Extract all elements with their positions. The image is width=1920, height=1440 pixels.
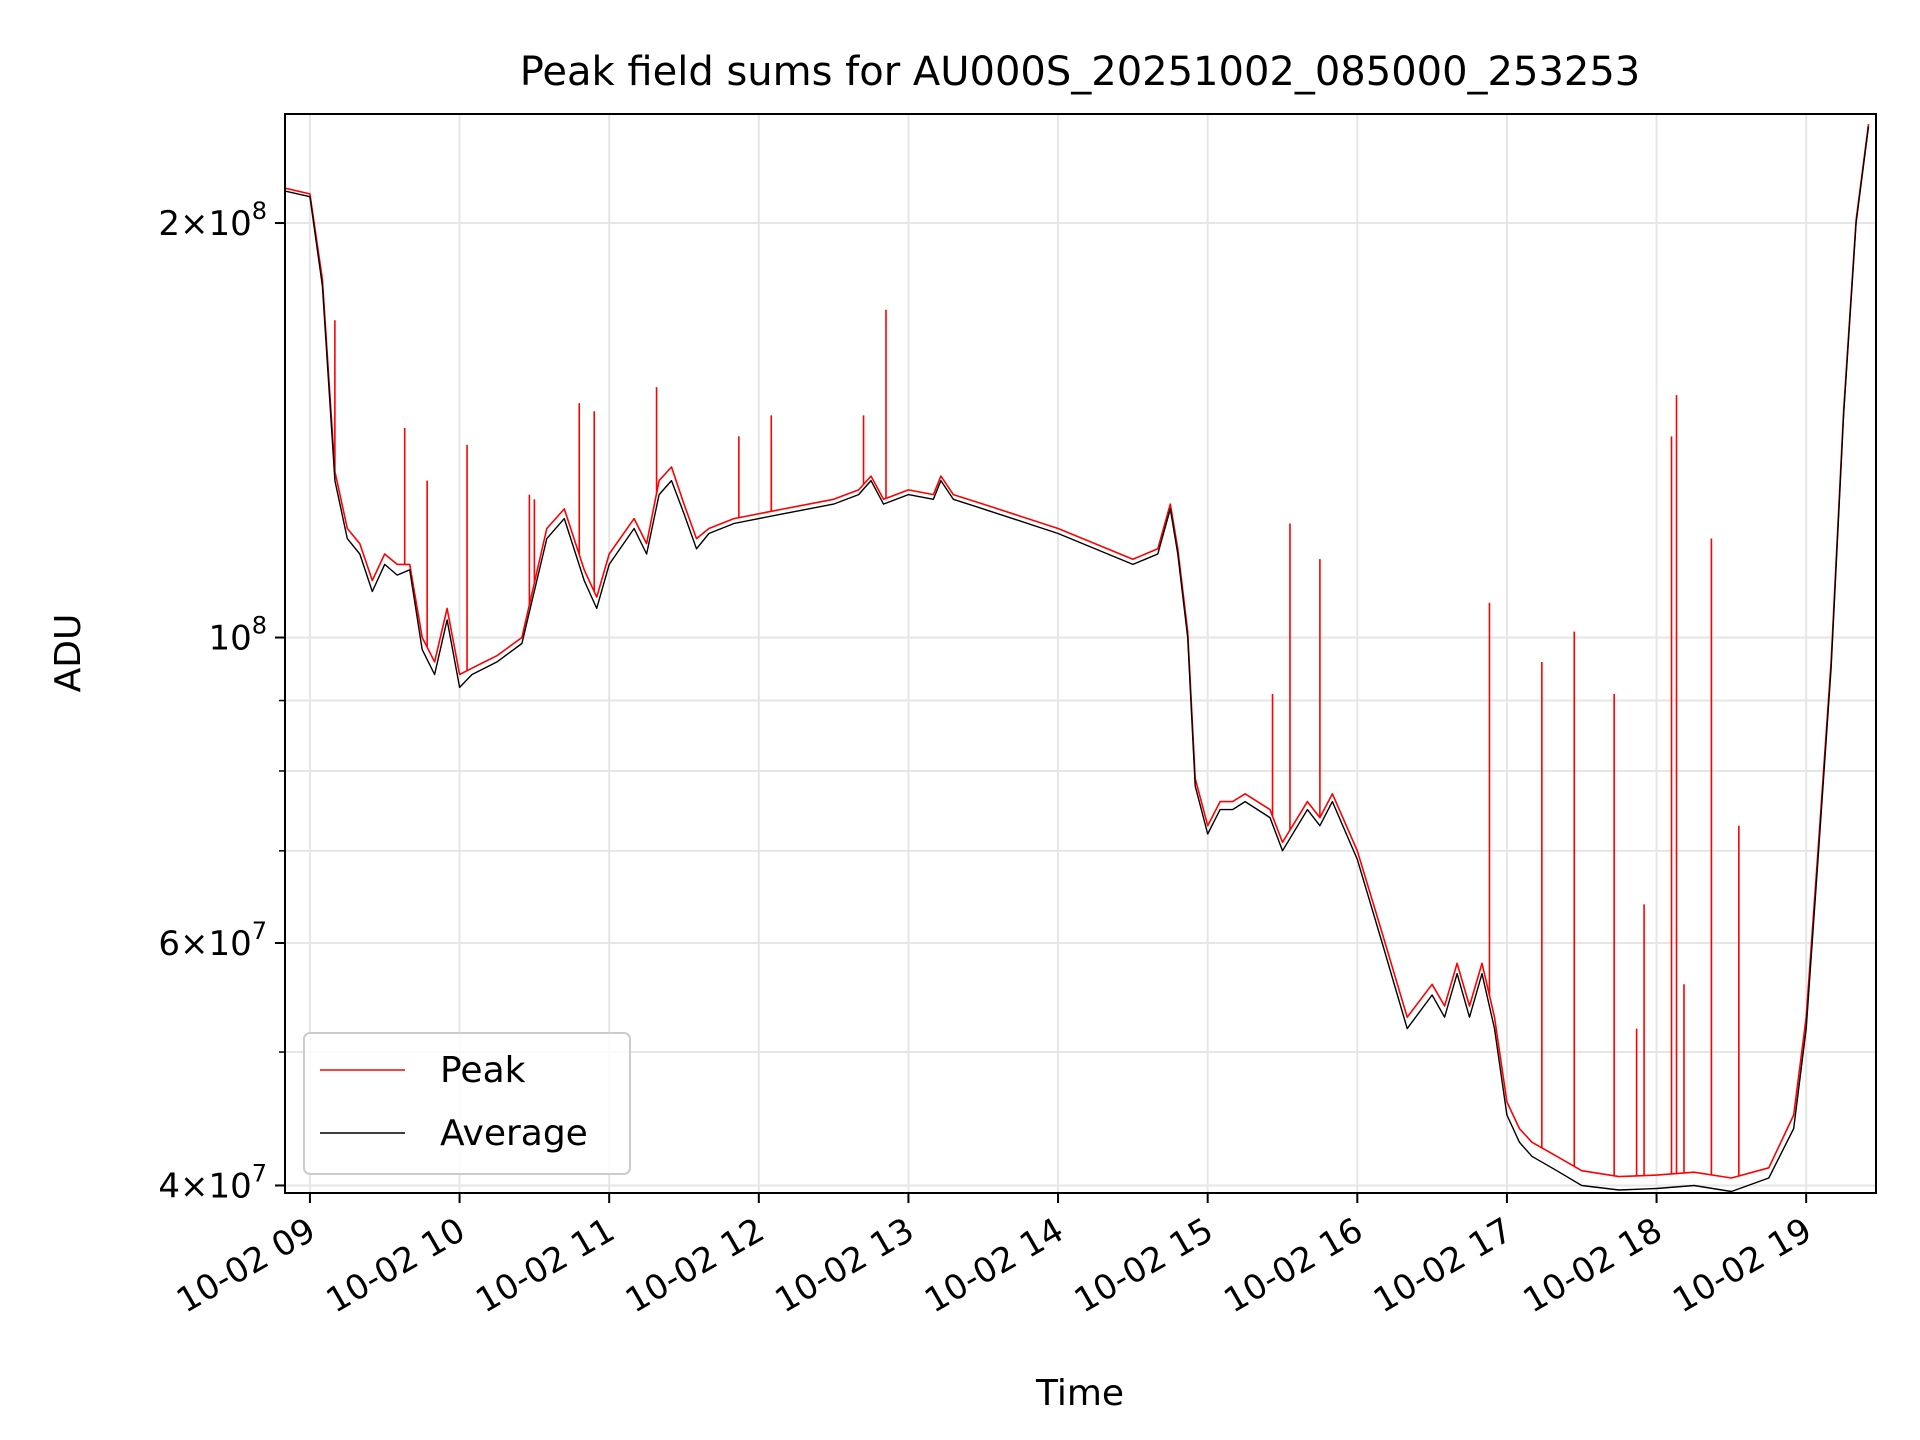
legend-box [303, 1032, 631, 1175]
legend-label-peak: Peak [440, 1050, 526, 1091]
y-tick-label: 4×107 [158, 1159, 267, 1206]
plot-area-frame [284, 113, 1877, 1194]
y-tick-label-exponent: 8 [252, 612, 267, 640]
legend: Peak Average [303, 1032, 631, 1175]
y-tick-label-base: 10 [208, 619, 251, 659]
y-tick-label-base: 4×10 [158, 1166, 251, 1206]
y-tick-label: 108 [208, 612, 267, 659]
y-tick-label: 6×107 [158, 917, 267, 964]
chart-title: Peak field sums for AU000S_20251002_0850… [520, 49, 1641, 95]
y-tick-label-base: 6×10 [158, 924, 251, 964]
series-line-average [285, 126, 1870, 1193]
series-line-peak [285, 123, 1870, 1179]
y-tick-label-base: 2×10 [158, 204, 251, 244]
x-axis-label: Time [1035, 1373, 1124, 1414]
y-tick-label-exponent: 7 [252, 1159, 267, 1187]
y-tick-label-exponent: 7 [252, 917, 267, 945]
series-layer [285, 123, 1870, 1193]
legend-label-average: Average [440, 1113, 588, 1154]
y-tick-label: 2×108 [158, 197, 267, 244]
y-tick-label-exponent: 8 [252, 197, 267, 225]
y-axis-label: ADU [48, 614, 89, 693]
